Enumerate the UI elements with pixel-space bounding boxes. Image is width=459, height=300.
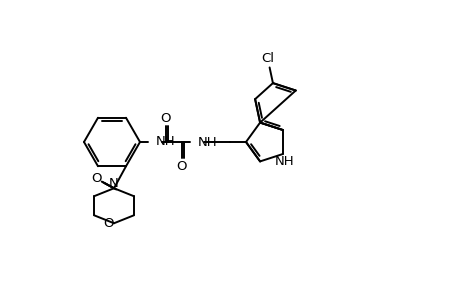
Text: NH: NH bbox=[274, 155, 294, 169]
Text: Cl: Cl bbox=[261, 52, 274, 65]
Text: NH: NH bbox=[197, 136, 217, 148]
Text: O: O bbox=[176, 160, 187, 172]
Text: NH: NH bbox=[156, 134, 175, 148]
Text: O: O bbox=[104, 217, 114, 230]
Text: O: O bbox=[160, 112, 171, 124]
Text: N: N bbox=[109, 177, 118, 190]
Text: O: O bbox=[91, 172, 101, 185]
